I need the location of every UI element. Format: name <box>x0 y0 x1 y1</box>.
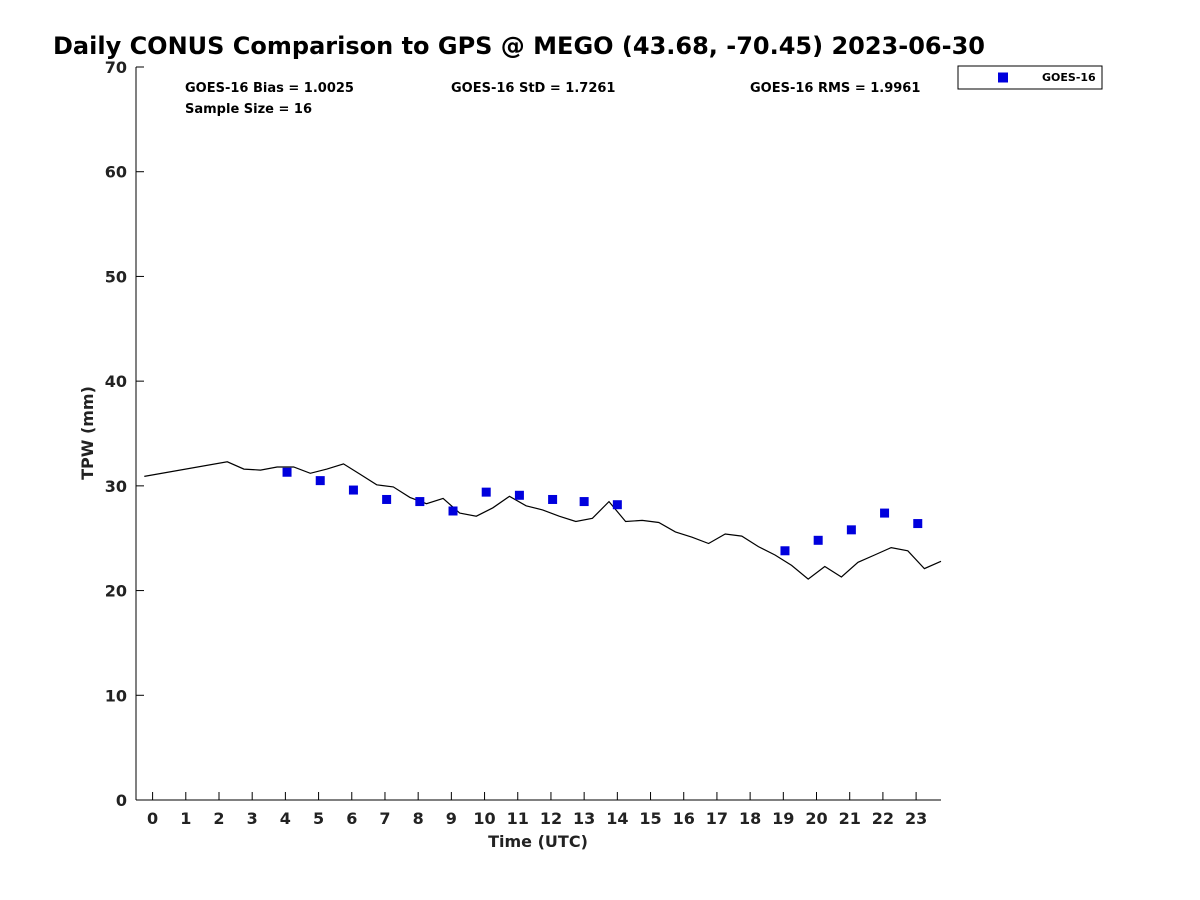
y-tick-label: 50 <box>105 267 127 286</box>
y-axis: 0 10 20 30 40 50 60 70 <box>105 58 144 810</box>
stat-std: GOES-16 StD = 1.7261 <box>451 81 615 96</box>
x-tick-label: 16 <box>673 809 695 828</box>
y-tick-label: 60 <box>105 163 127 182</box>
x-tick-label: 19 <box>772 809 794 828</box>
x-tick-label: 4 <box>280 809 291 828</box>
stats-annotations: GOES-16 Bias = 1.0025 GOES-16 StD = 1.72… <box>185 81 920 117</box>
x-axis: 0 1 2 3 4 5 6 7 8 9 10 11 12 13 14 15 16 17 18 19 20 21 22 23 <box>136 792 941 828</box>
goes-16-point <box>315 476 325 486</box>
x-tick-label: 5 <box>313 809 324 828</box>
x-tick-label: 20 <box>805 809 827 828</box>
stat-sample-size: Sample Size = 16 <box>185 102 312 117</box>
legend-label-goes-16: GOES-16 <box>1042 71 1096 84</box>
stat-rms: GOES-16 RMS = 1.9961 <box>750 81 920 96</box>
goes-16-point <box>846 525 856 535</box>
x-tick-label: 22 <box>872 809 894 828</box>
x-tick-label: 15 <box>639 809 661 828</box>
y-tick-label: 30 <box>105 477 127 496</box>
x-tick-label: 21 <box>839 809 861 828</box>
chart-title: Daily CONUS Comparison to GPS @ MEGO (43… <box>53 32 985 60</box>
x-tick-label: 8 <box>413 809 424 828</box>
x-tick-label: 1 <box>180 809 191 828</box>
x-tick-label: 2 <box>213 809 224 828</box>
legend-box <box>957 65 1103 90</box>
x-tick-label: 9 <box>446 809 457 828</box>
goes-16-point <box>813 535 823 545</box>
x-tick-label: 7 <box>379 809 390 828</box>
goes-16-point <box>481 487 491 497</box>
goes-16-point <box>880 508 890 518</box>
y-tick-label: 40 <box>105 372 127 391</box>
x-tick-label: 6 <box>346 809 357 828</box>
y-tick-label: 70 <box>105 58 127 77</box>
x-tick-label: 0 <box>147 809 158 828</box>
x-tick-label: 14 <box>606 809 628 828</box>
stat-bias: GOES-16 Bias = 1.0025 <box>185 81 354 96</box>
y-tick-label: 0 <box>116 791 127 810</box>
goes-16-point <box>382 494 392 504</box>
series-layer <box>144 461 942 580</box>
goes-16-point <box>780 546 790 556</box>
x-tick-label: 13 <box>573 809 595 828</box>
goes-16-point <box>282 467 292 477</box>
x-tick-label: 12 <box>540 809 562 828</box>
goes-16-point <box>548 494 558 504</box>
x-tick-label: 11 <box>507 809 529 828</box>
x-tick-label: 18 <box>739 809 761 828</box>
y-tick-label: 10 <box>105 686 127 705</box>
x-tick-label: 10 <box>473 809 495 828</box>
goes-16-point <box>514 490 524 500</box>
legend-marker-goes-16 <box>998 72 1008 83</box>
goes-16-point <box>348 485 358 495</box>
x-tick-label: 17 <box>706 809 728 828</box>
x-tick-label: 3 <box>247 809 258 828</box>
goes-16-point <box>448 506 458 516</box>
y-tick-label: 20 <box>105 582 127 601</box>
goes-16-point <box>415 497 425 507</box>
legend: GOES-16 <box>957 65 1103 90</box>
goes-16-point <box>913 519 923 529</box>
x-axis-label: Time (UTC) <box>488 832 588 851</box>
y-axis-label: TPW (mm) <box>78 386 97 480</box>
gps-tpw-line <box>144 461 942 580</box>
goes-16-point <box>612 500 622 510</box>
goes-16-point <box>579 497 589 507</box>
x-tick-label: 23 <box>905 809 927 828</box>
